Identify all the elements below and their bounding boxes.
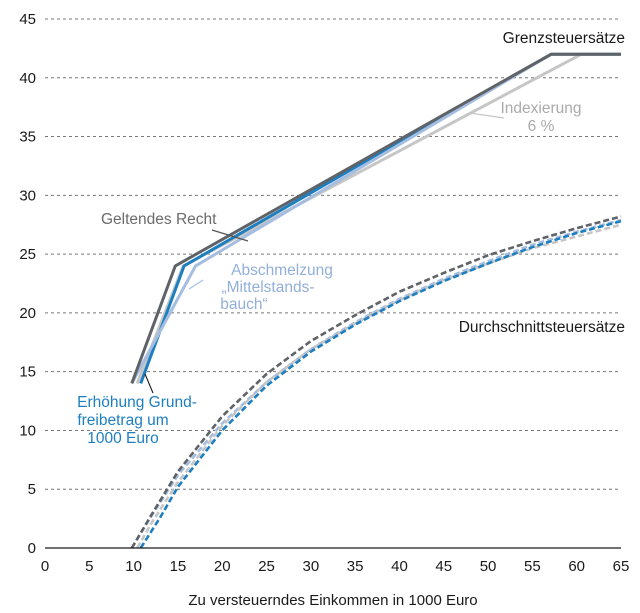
series-line-average-3 [139, 219, 622, 549]
y-tick-label: 35 [19, 129, 36, 146]
x-tick-labels: 0 5 10 15 20 25 30 35 40 45 50 55 60 65 [41, 558, 630, 575]
x-tick-label: 25 [258, 558, 275, 575]
x-tick-label: 15 [170, 558, 187, 575]
x-tick-label: 30 [303, 558, 320, 575]
y-tick-label: 5 [28, 481, 36, 498]
x-tick-label: 5 [85, 558, 93, 575]
x-tick-label: 45 [435, 558, 452, 575]
series-line-average-0 [130, 215, 622, 549]
x-tick-label: 35 [347, 558, 364, 575]
label-abschmelzung-line3: bauch“ [220, 296, 267, 313]
leader-grundfreibetrag [144, 373, 154, 394]
x-tick-label: 55 [524, 558, 541, 575]
x-tick-label: 10 [125, 558, 142, 575]
label-indexierung-line2: 6 % [528, 118, 555, 135]
x-tick-label: 60 [568, 558, 585, 575]
y-tick-label: 20 [19, 305, 36, 322]
x-tick-label: 65 [613, 558, 630, 575]
y-tick-label: 30 [19, 187, 36, 204]
x-tick-label: 40 [391, 558, 408, 575]
label-grenzsteuersaetze: Grenzsteuersätze [503, 30, 625, 47]
label-durchschnittsteuersaetze: Durchschnittsteuersätze [459, 319, 625, 336]
label-grundfreibetrag-line1: Erhöhung Grund- [77, 394, 197, 411]
x-axis-label: Zu versteuerndes Einkommen in 1000 Euro [188, 592, 477, 609]
x-tick-label: 0 [41, 558, 49, 575]
y-tick-label: 10 [19, 422, 36, 439]
y-tick-label: 45 [19, 11, 36, 28]
y-tick-labels: 0 5 10 15 20 25 30 35 40 45 [19, 11, 36, 557]
series-lines [130, 52, 622, 549]
y-tick-label: 15 [19, 364, 36, 381]
label-abschmelzung-line1: Abschmelzung [231, 262, 333, 279]
y-tick-label: 25 [19, 246, 36, 263]
leader-indexierung [469, 112, 505, 119]
leader-abschmelzung [188, 279, 204, 290]
leader-geltendes [211, 229, 249, 242]
series-line-marginal-0 [130, 52, 621, 384]
label-grundfreibetrag-line3: 1000 Euro [87, 430, 159, 447]
x-tick-label: 20 [214, 558, 231, 575]
series-line-average-2 [130, 218, 622, 549]
y-tick-label: 0 [28, 540, 36, 557]
label-abschmelzung-line2: „Mittelstands- [221, 279, 314, 296]
label-indexierung-line1: Indexierung [500, 100, 581, 117]
x-tick-label: 50 [480, 558, 497, 575]
annotation-leader-lines [144, 112, 505, 394]
series-line-average-1 [136, 223, 622, 549]
y-tick-label: 40 [19, 70, 36, 87]
label-geltendes-recht: Geltendes Recht [101, 211, 217, 228]
label-grundfreibetrag-line2: freibetrag um [77, 412, 168, 429]
